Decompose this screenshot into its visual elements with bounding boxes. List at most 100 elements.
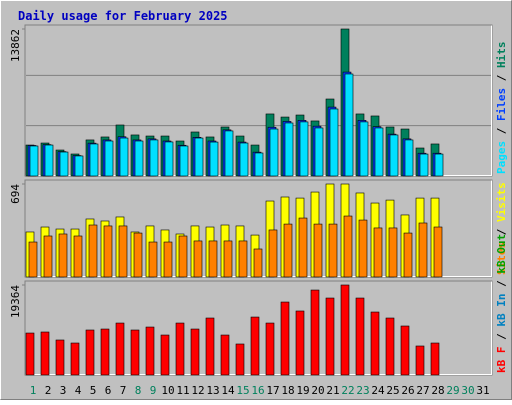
x-tick-label: 27	[416, 384, 429, 397]
bar	[355, 297, 365, 376]
x-tick-label: 31	[476, 384, 489, 397]
bar	[419, 153, 429, 177]
bar	[340, 284, 350, 376]
y-tick-label: 13862	[9, 29, 22, 62]
bar	[253, 248, 263, 278]
bar	[238, 240, 248, 278]
bar	[43, 235, 53, 278]
bar	[313, 223, 323, 278]
bar	[145, 326, 155, 376]
x-tick-label: 13	[206, 384, 219, 397]
legend-entry: kB Out	[495, 234, 508, 274]
x-tick-label: 10	[161, 384, 174, 397]
bar	[44, 144, 54, 177]
bar	[149, 139, 159, 177]
bar	[265, 322, 275, 376]
bar	[325, 297, 335, 376]
bar	[130, 329, 140, 376]
legend-separator: /	[495, 274, 508, 294]
bar	[415, 345, 425, 376]
bar	[208, 240, 218, 278]
x-tick-label: 29	[446, 384, 459, 397]
bar	[358, 219, 368, 278]
bar	[298, 217, 308, 278]
bar	[404, 139, 414, 177]
bar	[389, 134, 399, 177]
x-tick-label: 15	[236, 384, 249, 397]
chart-title: Daily usage for February 2025	[18, 9, 228, 23]
x-tick-label: 9	[150, 384, 157, 397]
bar	[40, 331, 50, 376]
bar	[268, 229, 278, 278]
bar	[434, 153, 444, 177]
bar	[163, 241, 173, 278]
x-tick-label: 16	[251, 384, 264, 397]
bar	[359, 121, 369, 177]
legend-separator: /	[495, 327, 508, 347]
x-tick-label: 22	[341, 384, 354, 397]
x-tick-label: 20	[311, 384, 324, 397]
legend-entry: Sites	[495, 242, 508, 275]
bar	[28, 241, 38, 278]
bar	[178, 235, 188, 278]
bar	[388, 227, 398, 278]
bar	[134, 140, 144, 177]
bar	[284, 122, 294, 177]
bar	[433, 226, 443, 278]
x-tick-label: 19	[296, 384, 309, 397]
y-tick-label: 19364	[9, 285, 22, 318]
x-tick-label: 5	[90, 384, 97, 397]
x-tick-label: 25	[386, 384, 399, 397]
bar	[164, 141, 174, 177]
bar	[430, 342, 440, 376]
x-tick-label: 11	[176, 384, 189, 397]
legend: Pages / Files / Hits	[495, 42, 508, 175]
x-tick-label: 21	[326, 384, 339, 397]
legend-separator: /	[495, 222, 508, 242]
bar	[400, 325, 410, 376]
x-tick-label: 12	[191, 384, 204, 397]
legend-entry: Visits	[495, 182, 508, 222]
bar	[310, 289, 320, 376]
bar	[329, 108, 339, 177]
bar	[85, 329, 95, 376]
x-tick-label: 1	[30, 384, 37, 397]
legend-entry: kB In	[495, 294, 508, 327]
legend: kB F / kB In / kB Out	[495, 234, 508, 373]
bar	[269, 128, 279, 177]
bar	[343, 215, 353, 278]
bar	[118, 225, 128, 278]
bar	[179, 145, 189, 177]
x-tick-label: 4	[75, 384, 82, 397]
x-tick-label: 24	[371, 384, 385, 397]
x-tick-label: 23	[356, 384, 369, 397]
bar	[115, 322, 125, 376]
bar	[250, 316, 260, 376]
bar	[55, 339, 65, 376]
bar	[385, 317, 395, 376]
bar	[133, 232, 143, 278]
x-tick-label: 18	[281, 384, 294, 397]
x-tick-label: 6	[105, 384, 112, 397]
bar	[223, 240, 233, 278]
bar	[209, 141, 219, 177]
bar	[403, 232, 413, 278]
bar	[194, 137, 204, 177]
legend-entry: Files	[495, 88, 508, 121]
bar	[224, 130, 234, 177]
bar	[220, 334, 230, 376]
bar	[280, 301, 290, 376]
x-tick-label: 2	[45, 384, 52, 397]
bar	[119, 137, 129, 177]
bar	[239, 142, 249, 177]
x-tick-label: 30	[461, 384, 474, 397]
x-tick-label: 17	[266, 384, 279, 397]
bar	[418, 222, 428, 278]
bar	[104, 140, 114, 177]
bar	[370, 311, 380, 376]
legend-separator: /	[495, 68, 508, 88]
bar	[283, 223, 293, 278]
legend-separator: /	[495, 121, 508, 141]
bar	[254, 152, 264, 177]
bar	[328, 223, 338, 278]
